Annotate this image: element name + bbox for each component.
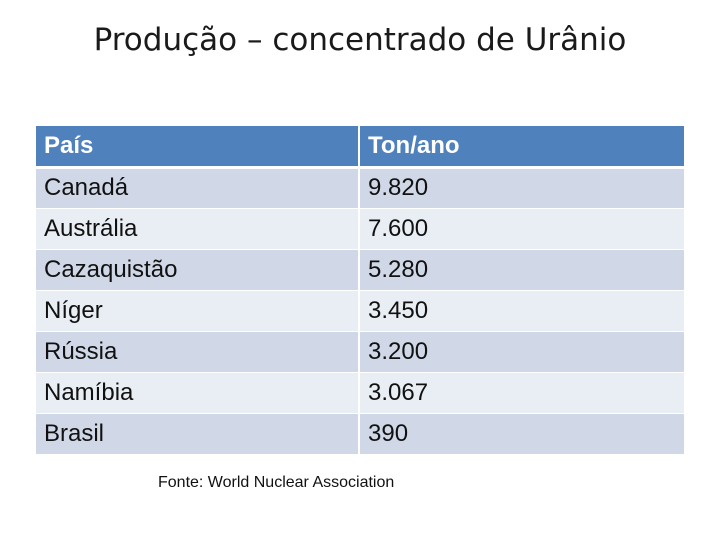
country-cell: Canadá — [36, 167, 360, 208]
table-row: Níger 3.450 — [36, 290, 684, 331]
header-country: País — [36, 126, 360, 169]
tons-cell: 3.067 — [359, 372, 684, 413]
tons-cell: 5.280 — [359, 249, 684, 290]
tons-cell: 3.200 — [359, 331, 684, 372]
table-row: Austrália 7.600 — [36, 208, 684, 249]
production-table: País Ton/ano Canadá 9.820 Austrália 7.60… — [36, 126, 684, 454]
tons-cell: 9.820 — [359, 167, 684, 208]
table-row: Cazaquistão 5.280 — [36, 249, 684, 290]
table-header-row: País Ton/ano — [36, 126, 684, 169]
tons-cell: 7.600 — [359, 208, 684, 249]
table-row: Canadá 9.820 — [36, 167, 684, 208]
country-cell: Brasil — [36, 413, 360, 454]
tons-cell: 390 — [359, 413, 684, 454]
header-tons-per-year: Ton/ano — [359, 126, 684, 169]
table-row: Brasil 390 — [36, 413, 684, 454]
source-note: Fonte: World Nuclear Association — [158, 474, 395, 491]
table-row: Rússia 3.200 — [36, 331, 684, 372]
country-cell: Cazaquistão — [36, 249, 360, 290]
country-cell: Níger — [36, 290, 360, 331]
country-cell: Namíbia — [36, 372, 360, 413]
country-cell: Rússia — [36, 331, 360, 372]
country-cell: Austrália — [36, 208, 360, 249]
table-row: Namíbia 3.067 — [36, 372, 684, 413]
tons-cell: 3.450 — [359, 290, 684, 331]
slide-title: Produção – concentrado de Urânio — [93, 22, 627, 58]
